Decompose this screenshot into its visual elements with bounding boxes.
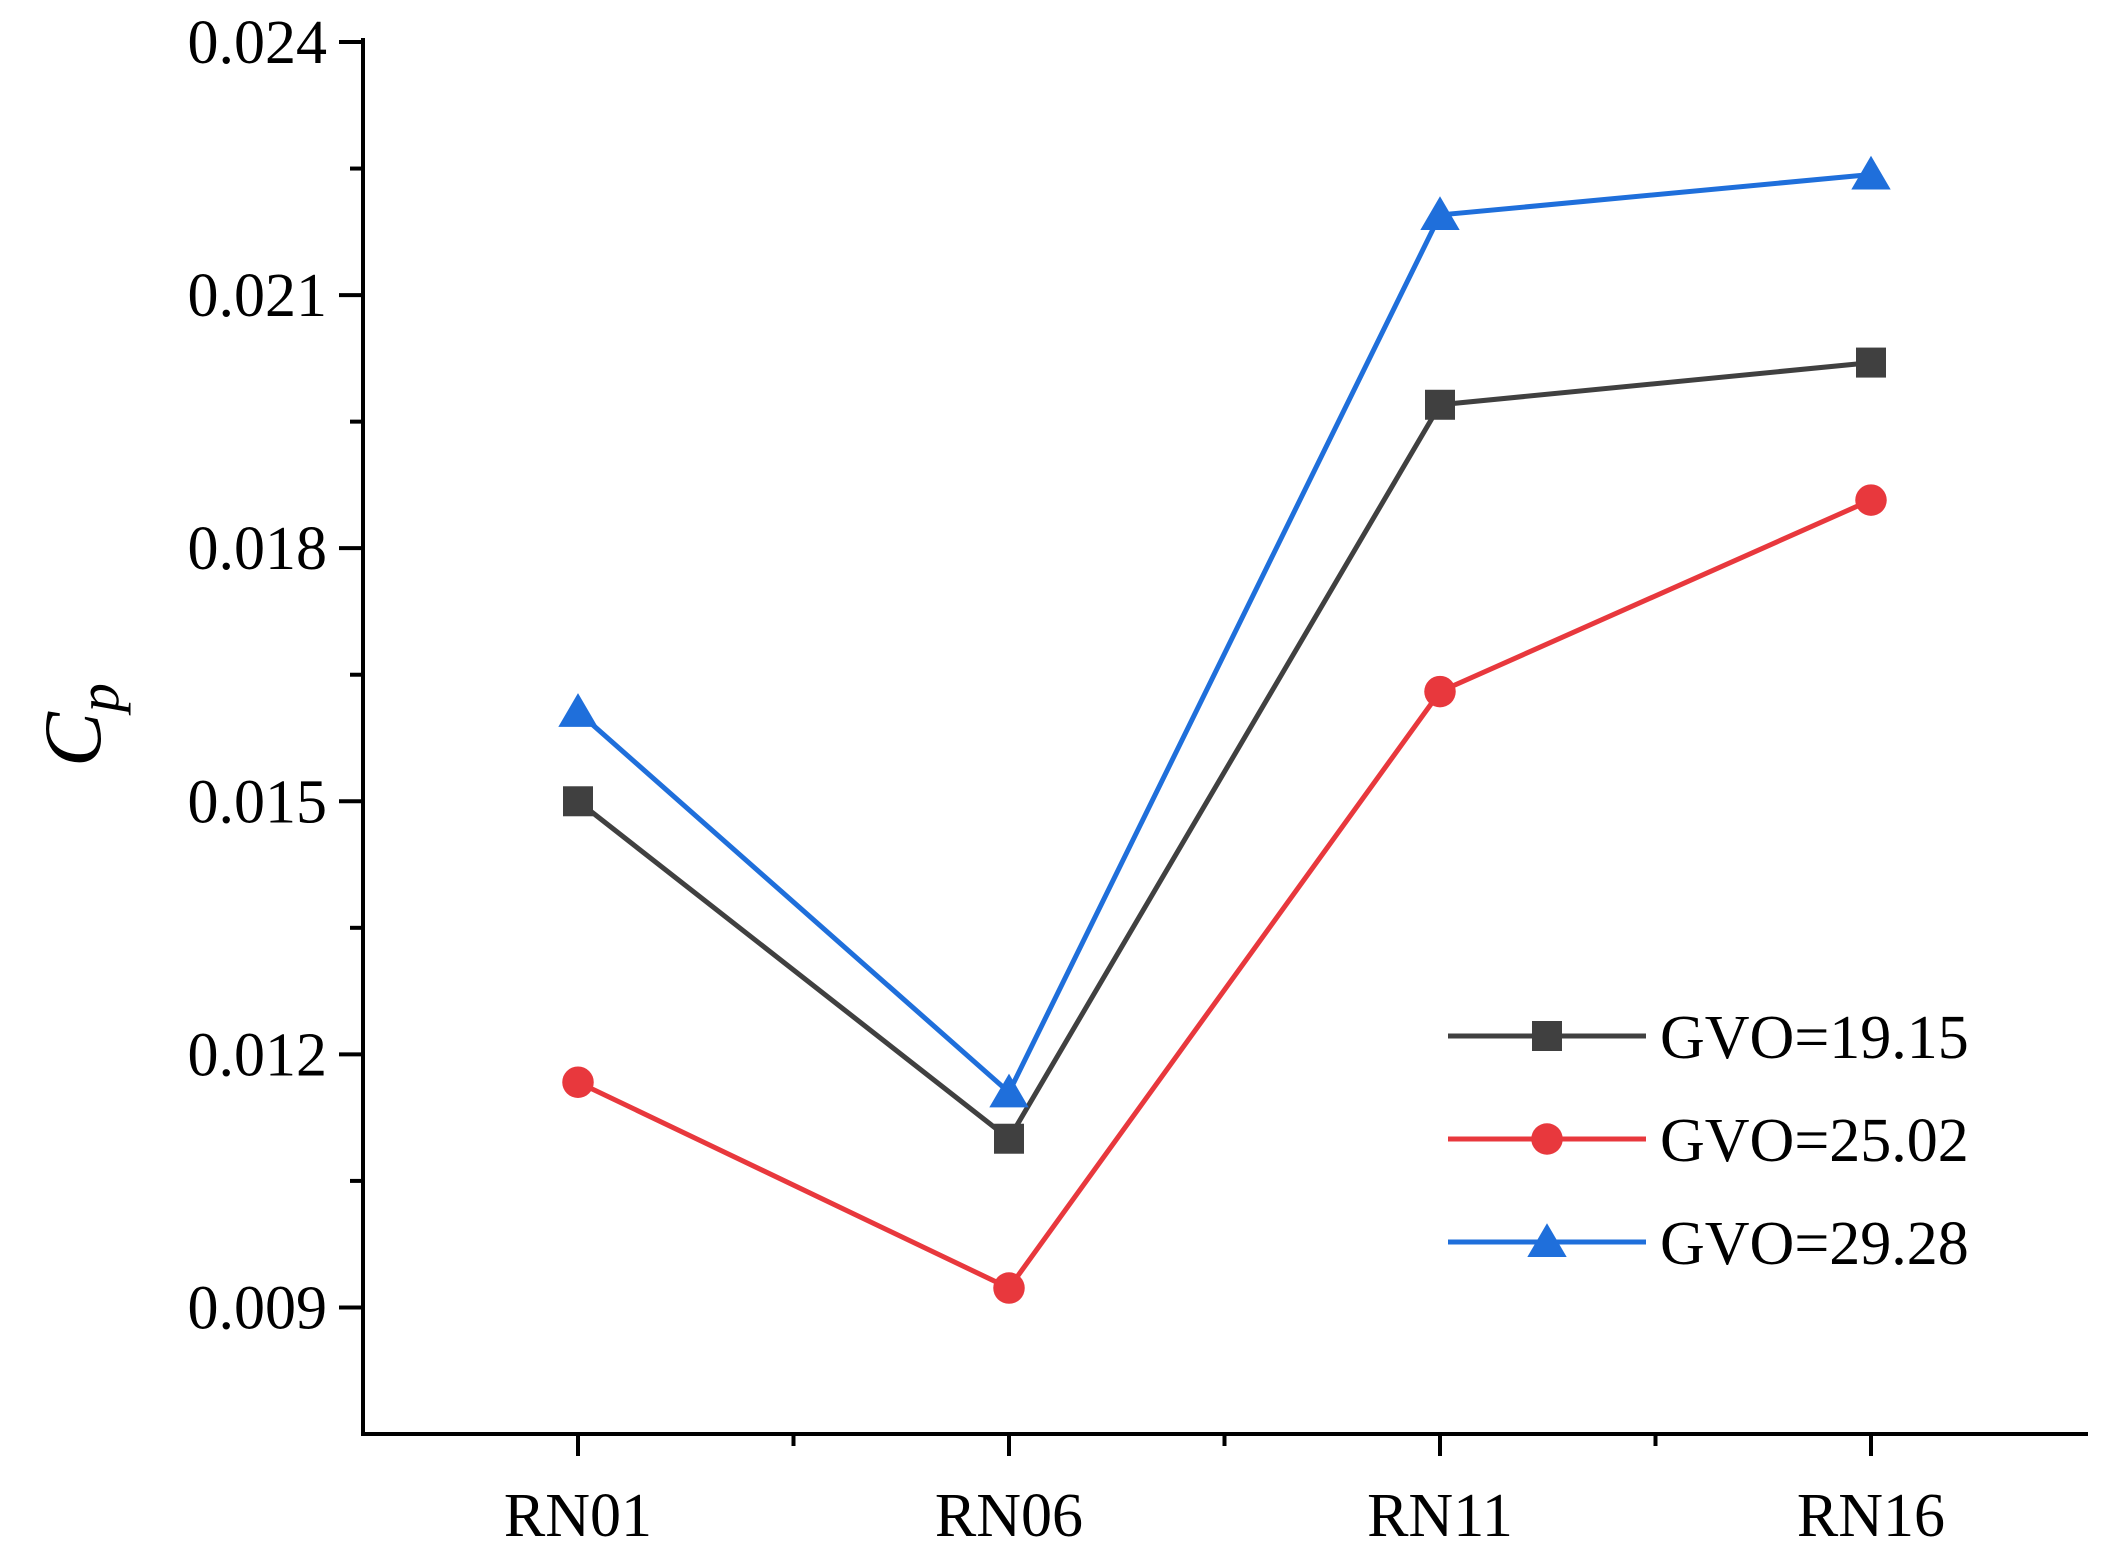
series-line xyxy=(576,171,1872,1097)
y-tick-label: 0.012 xyxy=(188,1021,328,1089)
y-axis-label-subscript: p xyxy=(66,683,131,716)
y-tick-label: 0.024 xyxy=(188,9,328,77)
legend-marker-triangle xyxy=(1527,1223,1567,1257)
data-point-square xyxy=(994,1123,1024,1154)
x-tick-label: RN16 xyxy=(1797,1482,1945,1546)
series-layer xyxy=(558,155,1891,1304)
legend-label: GVO=19.15 xyxy=(1660,1004,1969,1072)
y-axis-label: Cp xyxy=(27,683,131,767)
y-tick-label: 0.021 xyxy=(188,262,328,330)
legend-label: GVO=25.02 xyxy=(1660,1107,1969,1175)
legend-marker-circle xyxy=(1531,1123,1563,1155)
legend-item: GVO=29.28 xyxy=(1448,1210,1969,1278)
y-axis-label-main: C xyxy=(27,711,118,767)
x-tick-label: RN01 xyxy=(504,1482,652,1546)
series-line xyxy=(576,360,1872,1143)
series-square xyxy=(563,347,1886,1154)
y-tick-label: 0.015 xyxy=(188,768,328,836)
data-point-circle xyxy=(562,1066,594,1098)
y-tick-label: 0.018 xyxy=(188,515,328,583)
legend-item: GVO=25.02 xyxy=(1448,1107,1969,1175)
x-tick-label: RN11 xyxy=(1367,1482,1513,1546)
legend: GVO=19.15 GVO=25.02 GVO=29.28 xyxy=(1448,1004,1969,1278)
x-tick-label: RN06 xyxy=(935,1482,1083,1546)
data-point-square xyxy=(563,786,593,817)
legend-item: GVO=19.15 xyxy=(1448,1004,1969,1072)
data-point-square xyxy=(1425,389,1455,420)
data-point-triangle xyxy=(558,693,598,727)
series-circle xyxy=(562,484,1887,1304)
series-line xyxy=(576,497,1873,1292)
data-point-circle xyxy=(993,1272,1025,1304)
data-point-triangle xyxy=(989,1073,1029,1108)
data-point-triangle xyxy=(1420,196,1460,230)
series-triangle xyxy=(558,155,1891,1108)
axes: 0.009 0.012 0.015 0.018 0.021 0.024 RN01 RN06 RN… xyxy=(188,9,2088,1546)
data-point-square xyxy=(1856,347,1886,378)
data-point-circle xyxy=(1424,675,1456,708)
data-point-circle xyxy=(1855,484,1887,516)
y-tick-label: 0.009 xyxy=(188,1274,328,1342)
legend-label: GVO=29.28 xyxy=(1660,1210,1969,1278)
data-point-triangle xyxy=(1851,155,1891,190)
legend-marker-square xyxy=(1532,1021,1562,1051)
